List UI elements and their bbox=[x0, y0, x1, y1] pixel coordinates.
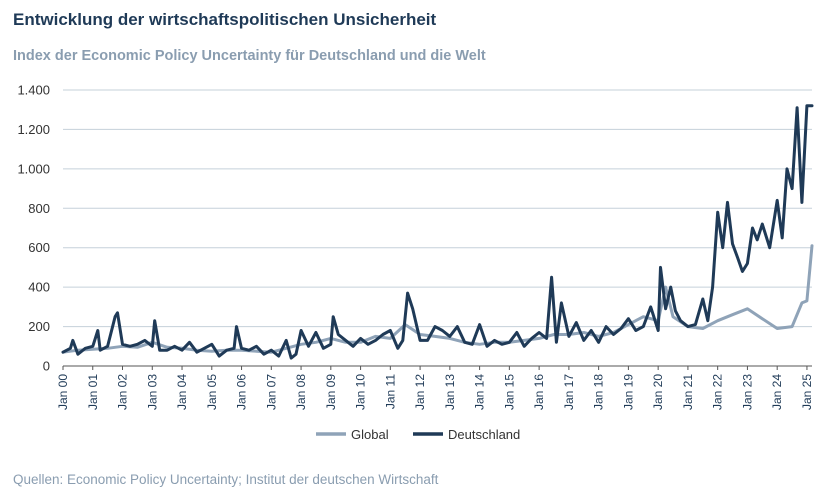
series-line-deutschland bbox=[61, 104, 814, 360]
x-tick-label: Jan 00 bbox=[56, 374, 70, 410]
y-tick-label: 800 bbox=[28, 201, 50, 216]
x-tick-label: Jan 24 bbox=[770, 374, 784, 410]
x-tick-label: Jan 21 bbox=[681, 374, 695, 410]
x-tick-label: Jan 23 bbox=[740, 374, 754, 410]
x-tick-label: Jan 06 bbox=[235, 374, 249, 410]
x-tick-label: Jan 19 bbox=[621, 374, 635, 410]
y-tick-label: 1.000 bbox=[17, 161, 50, 176]
x-tick-label: Jan 08 bbox=[294, 374, 308, 410]
legend-label-global: Global bbox=[351, 427, 389, 442]
y-axis-ticks: 0 200 400 600 800 1.000 1.200 1.400 bbox=[17, 83, 50, 374]
y-tick-label: 400 bbox=[28, 280, 50, 295]
x-tick-label: Jan 11 bbox=[383, 374, 397, 409]
source-note: Quellen: Economic Policy Uncertainty; In… bbox=[13, 472, 439, 487]
x-tick-label: Jan 14 bbox=[473, 374, 487, 410]
x-tick-label: Jan 18 bbox=[592, 374, 606, 410]
chart-title: Entwicklung der wirtschaftspolitischen U… bbox=[13, 10, 437, 29]
y-tick-label: 200 bbox=[28, 319, 50, 334]
x-tick-label: Jan 17 bbox=[562, 374, 576, 410]
x-tick-label: Jan 15 bbox=[502, 374, 516, 410]
legend: Global Deutschland bbox=[316, 427, 520, 442]
x-tick-label: Jan 07 bbox=[264, 374, 278, 410]
x-tick-label: Jan 20 bbox=[651, 374, 665, 410]
x-tick-label: Jan 16 bbox=[532, 374, 546, 410]
y-tick-label: 1.200 bbox=[17, 122, 50, 137]
x-tick-label: Jan 25 bbox=[800, 374, 814, 410]
legend-label-deutschland: Deutschland bbox=[448, 427, 520, 442]
chart-subtitle: Index der Economic Policy Uncertainty fü… bbox=[13, 48, 486, 64]
x-tick-label: Jan 12 bbox=[413, 374, 427, 410]
y-tick-label: 0 bbox=[43, 359, 50, 374]
x-tick-label: Jan 04 bbox=[175, 374, 189, 410]
x-tick-label: Jan 01 bbox=[86, 374, 100, 410]
x-tick-label: Jan 05 bbox=[205, 374, 219, 410]
y-tick-label: 1.400 bbox=[17, 83, 50, 98]
x-tick-label: Jan 03 bbox=[145, 374, 159, 410]
x-tick-label: Jan 13 bbox=[443, 374, 457, 410]
x-tick-label: Jan 02 bbox=[116, 374, 130, 410]
series-lines bbox=[61, 104, 814, 360]
y-tick-label: 600 bbox=[28, 240, 50, 255]
x-axis-ticks: Jan 00 Jan 01 Jan 02 Jan 03 Jan 04 Jan 05 Jan … bbox=[56, 366, 814, 410]
x-tick-label: Jan 09 bbox=[324, 374, 338, 410]
series-line-global bbox=[61, 244, 814, 354]
x-tick-label: Jan 10 bbox=[354, 374, 368, 410]
x-tick-label: Jan 22 bbox=[711, 374, 725, 410]
grid-lines bbox=[63, 89, 812, 367]
